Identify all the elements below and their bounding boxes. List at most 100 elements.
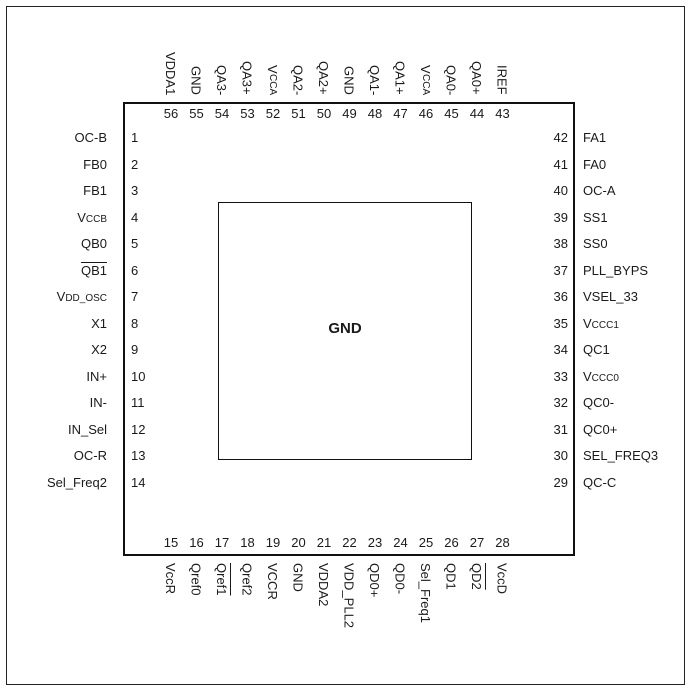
- pin-number: 2: [131, 156, 139, 172]
- pin-number: 53: [240, 106, 255, 121]
- pin-label: IN_Sel: [67, 421, 107, 437]
- pin-number: 13: [131, 448, 146, 463]
- pin-label: GND: [341, 66, 357, 95]
- diagram-frame: [6, 6, 685, 685]
- pin-number: 35: [553, 315, 568, 331]
- pin-number: 16: [189, 535, 204, 550]
- pin-label: QA1+: [392, 61, 408, 95]
- pin-label: X1: [91, 315, 107, 331]
- pin-label: GND: [290, 563, 306, 592]
- pin-label: QC-C: [583, 474, 617, 490]
- pin-label: VDDA2: [316, 563, 331, 607]
- pin-number: 11: [131, 395, 145, 410]
- pin-label: QD2: [469, 563, 484, 590]
- pin-number: 43: [495, 106, 510, 121]
- pin-number: 55: [189, 106, 204, 121]
- pin-label: QA2+: [316, 61, 331, 95]
- pin-label: Qref2: [239, 563, 255, 596]
- pin-number: 42: [553, 130, 568, 145]
- pin-number: 5: [131, 236, 139, 251]
- pin-label: SS0: [583, 236, 608, 251]
- pin-number: 18: [240, 535, 255, 550]
- pin-label: OC-B: [74, 130, 108, 145]
- pin-number: 46: [418, 106, 434, 121]
- pin-number: 56: [163, 106, 179, 121]
- pin-number: 19: [265, 535, 281, 550]
- pin-label: SEL_FREQ3: [583, 448, 659, 463]
- pin-number: 17: [214, 535, 230, 550]
- pin-number: 36: [553, 289, 568, 304]
- pin-number: 28: [495, 535, 510, 550]
- pin-number: 24: [393, 535, 408, 550]
- pin-label: QC0-: [583, 395, 615, 410]
- pin-number: 3: [131, 183, 139, 198]
- pin-number: 31: [553, 421, 568, 437]
- pin-number: 1: [131, 130, 139, 145]
- pin-number: 23: [367, 535, 383, 550]
- pin-number: 7: [131, 289, 139, 304]
- pin-label: X2: [91, 342, 107, 357]
- pin-number: 38: [553, 236, 568, 251]
- pin-number: 10: [131, 368, 146, 384]
- pin-label: VccD: [494, 563, 510, 595]
- pin-label: Sel_Freq1: [418, 563, 433, 623]
- pin-number: 41: [553, 156, 568, 172]
- pin-label: IN-: [89, 395, 107, 410]
- pin-label: VCCR: [265, 563, 280, 600]
- pin-number: 9: [131, 342, 139, 357]
- pin-number: 6: [131, 262, 139, 278]
- pin-label: VCCC0: [583, 368, 619, 384]
- pin-number: 51: [291, 106, 306, 121]
- pin-number: 45: [444, 106, 459, 121]
- pin-number: 26: [444, 535, 459, 550]
- pin-label: QB1: [80, 262, 107, 278]
- pin-label: QA3-: [214, 64, 229, 95]
- pin-label: VDD_PLL2: [341, 563, 357, 629]
- pin-label: VCCA: [418, 65, 433, 95]
- pin-number: 4: [131, 209, 139, 225]
- pin-label: VccR: [163, 563, 178, 595]
- pin-label: PLL_BYPS: [583, 262, 649, 278]
- pin-number: 44: [469, 106, 485, 121]
- pin-number: 48: [367, 106, 383, 121]
- pin-label: QD0+: [367, 563, 382, 598]
- pin-label: FA0: [583, 156, 607, 172]
- pin-label: QC0+: [583, 421, 618, 437]
- pin-label: QD1: [443, 563, 459, 590]
- pin-number: 20: [291, 535, 306, 550]
- pin-number: 54: [214, 106, 230, 121]
- pin-label: Sel_Freq2: [47, 474, 107, 490]
- pin-number: 52: [265, 106, 281, 121]
- pin-label: Qref1: [214, 563, 229, 596]
- pin-label: VCCB: [77, 209, 107, 225]
- pin-label: VSEL_33: [583, 289, 638, 304]
- pin-number: 29: [553, 474, 568, 490]
- pin-number: 22: [342, 535, 357, 550]
- pin-number: 39: [553, 209, 568, 225]
- pin-label: FB0: [83, 156, 107, 172]
- chip-package-outline: [123, 102, 575, 556]
- pin-label: QA1-: [367, 64, 382, 95]
- pin-number: 47: [393, 106, 408, 121]
- pin-label: QA3+: [239, 61, 255, 95]
- pin-label: QC1: [583, 342, 610, 357]
- pin-label: QB0: [80, 236, 107, 251]
- pin-label: VDDA1: [163, 51, 178, 95]
- pin-label: QA0+: [469, 61, 484, 95]
- pin-number: 27: [469, 535, 485, 550]
- pin-number: 37: [553, 262, 568, 278]
- pin-number: 50: [316, 106, 332, 121]
- pin-label: VCCA: [265, 65, 280, 95]
- exposed-ground-pad: [218, 202, 472, 460]
- pin-label: VDD_OSC: [56, 289, 107, 304]
- pin-label: IN+: [86, 368, 107, 384]
- pin-label: OC-R: [73, 448, 107, 463]
- pin-label: OC-A: [583, 183, 616, 198]
- pin-label: QA2-: [290, 64, 306, 95]
- pin-number: 49: [342, 106, 357, 121]
- pin-label: QD0-: [392, 563, 408, 595]
- pin-label: FA1: [583, 130, 607, 145]
- pin-number: 40: [553, 183, 568, 198]
- pin-label: QA0-: [443, 64, 459, 95]
- pin-label: SS1: [583, 209, 608, 225]
